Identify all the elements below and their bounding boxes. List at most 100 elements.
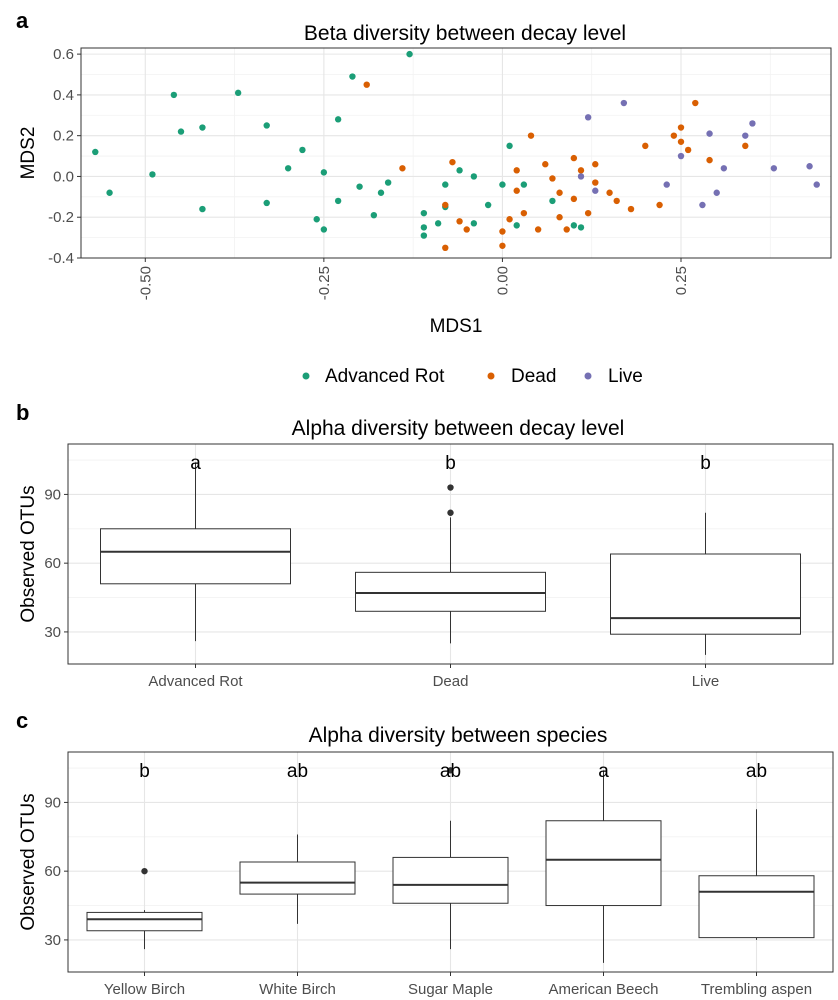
y-tick-label: -0.2 [48,209,74,226]
point-advanced-rot [234,89,242,97]
point-dead [684,146,692,154]
significance-letter: ab [440,761,461,782]
x-tick-label-sugar-maple: Sugar Maple [408,981,493,998]
boxplot-live: b [610,453,801,655]
y-axis-title-a: MDS2 [18,127,39,180]
box [392,856,509,904]
point-dead [670,132,678,139]
point-advanced-rot [284,165,292,172]
point-dead [513,167,520,174]
point-live [584,114,592,121]
significance-letter: b [445,453,456,474]
point-dead [642,142,649,150]
x-tick-label-trembling-aspen: Trembling aspen [701,981,812,998]
legend-label-advanced-rot: Advanced Rot [325,366,445,387]
plot-frame-a [80,47,832,259]
y-axis-ticks-b: 30 60 90 [44,486,68,641]
point-advanced-rot [570,222,578,229]
legend-marker-live [584,372,592,380]
chart-title-c: Alpha diversity between species [309,724,608,747]
legend-marker-advanced-rot [302,372,310,380]
x-axis-title-a: MDS1 [430,316,483,337]
point-dead [463,226,470,233]
point-advanced-rot [313,216,320,223]
y-tick-label: 90 [44,486,61,503]
y-axis-title-b: Observed OTUs [18,485,39,622]
point-advanced-rot [199,205,206,213]
box [698,875,815,939]
panel-label-c: c [16,708,28,733]
point-dead [442,244,449,252]
point-live [713,189,720,196]
box [86,911,203,932]
point-advanced-rot [377,189,385,196]
y-tick-label: 30 [44,624,61,641]
point-advanced-rot [177,128,185,135]
point-dead [677,138,685,145]
point-advanced-rot [320,226,328,233]
point-dead [506,216,513,223]
point-dead [627,205,635,213]
point-advanced-rot [356,183,363,190]
point-dead [449,158,456,166]
point-advanced-rot [384,179,392,186]
point-advanced-rot [263,199,270,207]
outlier-point [447,509,454,516]
box [100,528,291,585]
x-axis-ticks-b: Advanced Rot Dead Live [148,664,719,690]
point-dead [513,187,520,194]
y-tick-label: 0.0 [53,168,74,185]
outlier-point [141,867,148,875]
point-advanced-rot [470,173,478,180]
boxplot-white-birch: ab [239,761,356,924]
point-dead [584,209,592,217]
scatter-points [92,50,820,252]
point-advanced-rot [334,116,342,123]
point-advanced-rot [513,222,520,229]
x-tick-label: -0.50 [137,266,154,300]
point-advanced-rot [506,142,513,150]
boxplot-advanced-rot: a [100,453,291,642]
panel-label-a: a [16,8,29,33]
chart-title-a: Beta diversity between decay level [304,22,626,45]
point-dead [592,179,599,186]
point-live [663,181,670,188]
chart-title-b: Alpha diversity between decay level [292,417,625,440]
point-dead [556,189,563,196]
significance-letter: ab [746,761,767,782]
point-live [770,165,778,172]
point-live [592,187,599,194]
x-tick-label: 0.00 [494,266,511,295]
point-advanced-rot [499,181,506,188]
point-dead [677,124,685,131]
point-live [620,99,628,107]
y-tick-label: 90 [44,794,61,811]
point-advanced-rot [484,201,492,209]
boxplot-american-beech: a [545,761,662,963]
significance-letter: b [700,453,711,474]
point-advanced-rot [420,232,428,239]
point-live [720,165,728,172]
significance-letter: a [190,453,201,474]
point-dead [499,242,506,249]
point-dead [577,167,585,174]
point-dead [456,218,463,225]
point-dead [363,81,370,88]
legend-label-live: Live [608,366,643,387]
outlier-point [447,484,454,491]
point-dead [520,209,528,217]
point-advanced-rot [577,224,585,231]
panel-c: c Alpha diversity between species b ab ab a… [16,708,834,998]
point-advanced-rot [420,224,428,231]
box [355,571,546,612]
x-tick-label-advanced-rot: Advanced Rot [148,673,243,690]
point-live [806,163,813,170]
y-tick-label: 0.6 [53,46,74,63]
y-tick-label: 0.2 [53,128,74,145]
point-advanced-rot [299,146,306,154]
point-advanced-rot [442,181,449,188]
point-advanced-rot [349,73,356,80]
point-dead [556,214,563,221]
point-live [677,152,685,160]
point-advanced-rot [106,189,113,196]
